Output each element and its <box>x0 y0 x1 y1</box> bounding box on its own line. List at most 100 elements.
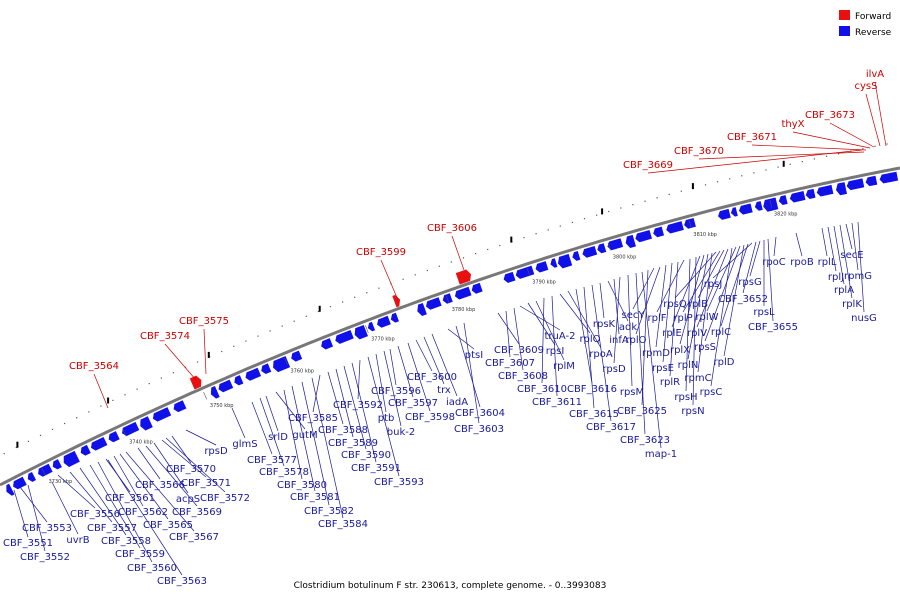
gene-leader-line <box>704 245 741 342</box>
gene-label-cbf-3570: CBF_3570 <box>166 464 216 475</box>
gene-leader-line <box>792 131 871 149</box>
gene-leader-line <box>463 322 480 424</box>
gene-label-cbf-3559: CBF_3559 <box>115 549 165 560</box>
minor-tick <box>3 453 5 455</box>
scale-tick-label: 3750 kbp <box>210 403 234 409</box>
gene-label-rplm: rplM <box>553 361 575 372</box>
gene-label-cbf-3600: CBF_3600 <box>407 372 457 383</box>
minor-tick <box>583 218 586 220</box>
gene-leader-line <box>682 250 721 313</box>
minor-tick <box>221 350 223 353</box>
minor-tick <box>366 292 368 294</box>
gene-label-rpsq: rpsQ <box>663 299 687 310</box>
scale-tick-layer: 3730 kbp 3740 kbp 3750 kbp 3760 kbp 3770 kbp… <box>41 199 798 485</box>
gene-leader-line <box>773 236 777 257</box>
gene-leader-line <box>697 249 725 299</box>
gene-label-rpmc: rpmC <box>684 373 711 384</box>
gene-leader-line <box>829 122 875 148</box>
reverse-gene-arrow <box>625 234 636 249</box>
major-tick <box>207 351 210 358</box>
minor-tick <box>39 434 42 436</box>
reverse-gene-arrow <box>63 450 80 467</box>
gene-label-rpoc: rpoC <box>762 257 786 268</box>
minor-tick <box>342 301 344 303</box>
gene-label-cbf-3599: CBF_3599 <box>356 247 406 258</box>
reverse-gene-arrow <box>321 338 334 350</box>
minor-tick <box>414 274 416 276</box>
gene-label-rpsd: rpsD <box>602 364 626 375</box>
gene-leader-line <box>706 246 737 312</box>
gene-label-thyx: thyX <box>781 119 804 130</box>
genome-backbone <box>0 166 900 487</box>
scale-tick-label: 3780 kbp <box>452 307 476 313</box>
gene-leader-line <box>145 445 198 507</box>
major-tick <box>318 305 321 312</box>
legend-swatch-forward <box>839 10 850 20</box>
scale-tick-label: 3730 kbp <box>49 479 73 485</box>
gene-label-cbf-3673: CBF_3673 <box>805 110 855 121</box>
gene-leader-line <box>383 350 402 427</box>
minor-tick <box>354 296 356 298</box>
gene-label-cbf-3652: CBF_3652 <box>718 294 768 305</box>
reverse-gene-arrow <box>454 286 472 300</box>
scale-tick-mark <box>769 199 773 208</box>
gene-leader-line <box>635 266 661 335</box>
gene-label-map-1: map-1 <box>645 449 677 460</box>
gene-leader-line <box>389 348 397 386</box>
gene-leader-line <box>742 241 757 294</box>
gene-label-acps: acpS <box>176 494 200 505</box>
scale-tick-label: 3760 kbp <box>291 369 315 375</box>
minor-tick <box>753 172 755 174</box>
gene-leader-line <box>57 474 96 509</box>
reverse-gene-arrow <box>140 416 153 431</box>
gene-label-cbf-3581: CBF_3581 <box>290 492 340 503</box>
gene-leader-line <box>751 144 867 151</box>
gene-leader-line <box>291 385 316 492</box>
reverse-gene-arrow <box>173 400 187 413</box>
major-tick <box>691 183 694 190</box>
minor-tick <box>499 244 501 247</box>
gene-leader-line <box>79 467 127 536</box>
gene-label-cbf-3596: CBF_3596 <box>371 386 421 397</box>
gene-leader-line <box>833 225 845 285</box>
gene-label-sece: secE <box>840 250 863 261</box>
gene-label-cbf-3608: CBF_3608 <box>498 371 548 382</box>
legend: Forward Reverse <box>839 10 892 38</box>
gene-leader-line <box>119 453 169 520</box>
scale-tick-label: 3770 kbp <box>371 337 395 343</box>
gene-label-cbf-3582: CBF_3582 <box>304 506 354 517</box>
reverse-gene-arrow <box>789 191 806 203</box>
gene-label-cbf-3557: CBF_3557 <box>87 523 137 534</box>
gene-label-rplc: rplC <box>711 327 731 338</box>
minor-tick <box>632 204 634 206</box>
gene-label-cbf-3610: CBF_3610 <box>517 384 567 395</box>
gene-label-rpsn: rpsN <box>681 406 704 417</box>
gene-leader-line <box>535 300 565 361</box>
reverse-gene-arrow <box>52 459 62 470</box>
minor-tick <box>862 148 864 150</box>
reverse-gene-arrow <box>210 386 220 399</box>
gene-leader-line <box>455 325 481 408</box>
gene-leader-line <box>641 269 649 406</box>
gene-leader-line <box>839 224 853 299</box>
gene-label-cbf-3560: CBF_3560 <box>127 563 177 574</box>
gene-leader-line <box>451 235 465 271</box>
scale-tick-label: 3800 kbp <box>613 254 637 260</box>
gene-label-cbf-3670: CBF_3670 <box>674 146 724 157</box>
gene-leader-line <box>865 93 881 147</box>
gene-label-cbf-3669: CBF_3669 <box>623 160 673 171</box>
gene-leader-line <box>613 278 620 335</box>
minor-tick <box>27 440 29 442</box>
gene-label-cbf-3615: CBF_3615 <box>569 409 619 420</box>
reverse-gene-arrow <box>635 230 652 243</box>
minor-tick <box>838 153 840 155</box>
scale-tick-mark <box>365 325 369 333</box>
minor-tick <box>438 265 440 267</box>
gene-leader-line <box>19 486 48 523</box>
gene-leader-line <box>107 459 183 576</box>
scale-tick-label: 3820 kbp <box>774 212 798 218</box>
scale-tick-mark <box>688 220 692 229</box>
gene-leader-line <box>632 267 655 310</box>
